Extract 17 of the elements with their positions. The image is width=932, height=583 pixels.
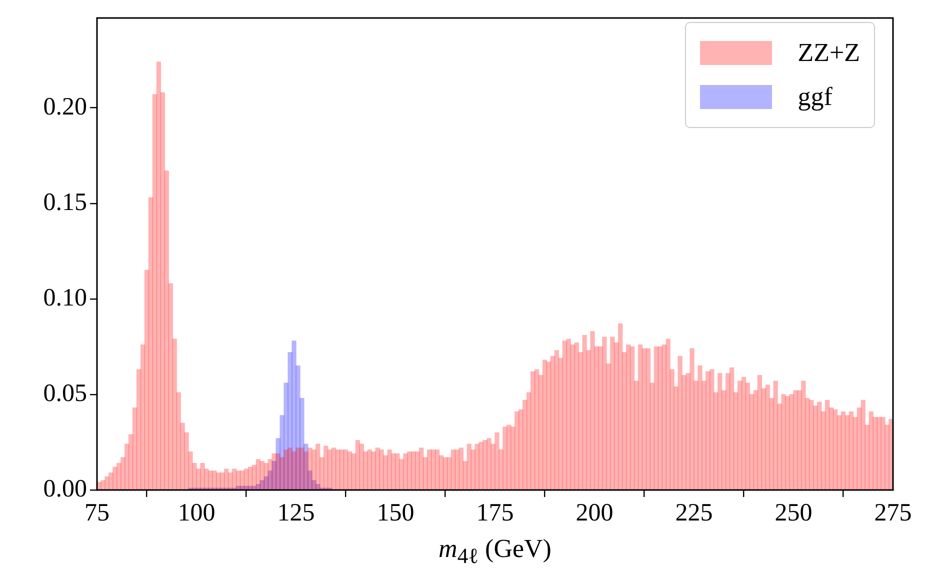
x-tick-label: 75 — [84, 500, 110, 527]
x-tick-label: 175 — [476, 500, 514, 527]
x-axis-title: m$_{4ℓ}$ (GeV) — [438, 534, 552, 570]
x-tick-label: 100 — [178, 500, 216, 527]
x-tick-label: 225 — [675, 500, 713, 527]
y-tick-label: 0.05 — [43, 380, 87, 408]
x-tick-label: 125 — [277, 500, 315, 527]
x-tick-label: 150 — [376, 500, 414, 527]
y-tick-label: 0.00 — [43, 476, 87, 503]
legend-label: ZZ+Z — [798, 38, 860, 68]
x-tick-label: 250 — [774, 500, 812, 527]
legend-label: ggf — [798, 82, 832, 112]
y-tick-label: 0.20 — [43, 93, 87, 120]
x-tick-label: 275 — [874, 500, 912, 527]
x-tick-label: 200 — [576, 500, 614, 527]
y-tick-label: 0.10 — [43, 284, 87, 312]
y-tick-label: 0.15 — [43, 188, 87, 216]
